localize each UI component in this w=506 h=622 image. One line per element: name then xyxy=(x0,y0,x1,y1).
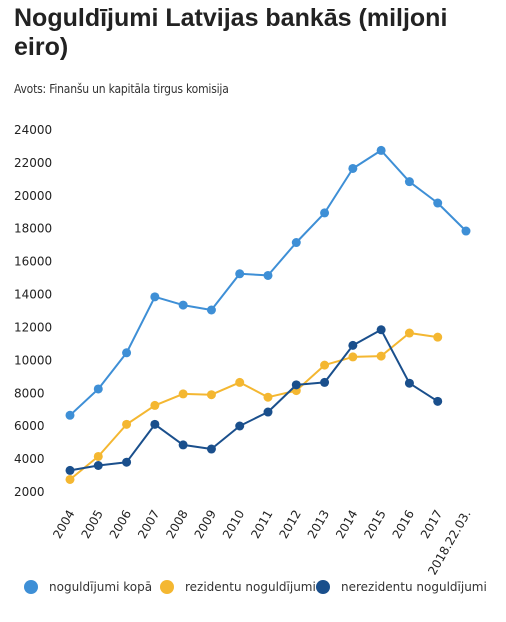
x-tick-label: 2007 xyxy=(135,508,162,541)
series-line xyxy=(69,332,438,481)
legend: noguldījumi kopā rezidentu noguldījumi n… xyxy=(0,580,506,604)
data-point[interactable] xyxy=(122,419,132,429)
x-axis: 2004 2005 2006 2007 2008 2009 2010 2011 2012 2013… xyxy=(50,508,473,576)
x-tick-label: 2016 xyxy=(390,508,417,541)
x-tick-label: 2011 xyxy=(248,508,275,541)
data-point[interactable] xyxy=(150,292,160,302)
data-point[interactable] xyxy=(376,325,386,335)
data-point[interactable] xyxy=(235,269,245,279)
data-point[interactable] xyxy=(263,392,273,402)
x-tick-label: 2010 xyxy=(220,508,247,541)
y-tick-label: 2000 xyxy=(14,485,45,499)
data-point[interactable] xyxy=(65,474,75,484)
x-tick-label: 2009 xyxy=(192,508,219,541)
data-point[interactable] xyxy=(404,177,414,187)
data-point[interactable] xyxy=(178,300,188,310)
x-tick-label: 2015 xyxy=(361,508,388,541)
data-point[interactable] xyxy=(404,378,414,388)
data-point[interactable] xyxy=(348,340,358,350)
data-point[interactable] xyxy=(122,457,132,467)
y-tick-label: 22000 xyxy=(14,156,52,170)
legend-item-total[interactable]: noguldījumi kopā xyxy=(24,580,152,594)
legend-item-resident[interactable]: rezidentu noguldījumi xyxy=(160,580,316,594)
legend-label-nonresident: nerezidentu noguldījumi xyxy=(341,580,487,594)
data-point[interactable] xyxy=(433,396,443,406)
source-note: Avots: Finanšu un kapitāla tirgus komisi… xyxy=(14,82,229,96)
data-point[interactable] xyxy=(320,208,330,218)
x-tick-label: 2008 xyxy=(163,508,190,541)
chart-title: Noguldījumi Latvijas bankās (miljoni eir… xyxy=(14,4,448,61)
legend-marker-resident xyxy=(160,580,174,594)
y-axis: 2000 4000 6000 8000 10000 12000 14000 16000 1800… xyxy=(14,123,52,499)
data-point[interactable] xyxy=(348,163,358,173)
y-tick-label: 10000 xyxy=(14,353,52,367)
data-point[interactable] xyxy=(235,421,245,431)
data-point[interactable] xyxy=(320,377,330,387)
y-tick-label: 14000 xyxy=(14,288,52,302)
x-tick-label: 2017 xyxy=(418,508,445,541)
data-point[interactable] xyxy=(433,198,443,208)
data-point[interactable] xyxy=(263,407,273,417)
data-point[interactable] xyxy=(206,390,216,400)
line-chart: 2000 4000 6000 8000 10000 12000 14000 16000 1800… xyxy=(14,123,474,576)
series-line xyxy=(69,328,439,472)
data-point[interactable] xyxy=(65,410,75,420)
data-point[interactable] xyxy=(376,145,386,155)
y-tick-label: 8000 xyxy=(14,386,45,400)
data-point[interactable] xyxy=(122,348,132,358)
data-point[interactable] xyxy=(320,360,330,370)
data-point[interactable] xyxy=(65,465,75,475)
data-point[interactable] xyxy=(93,460,103,470)
y-tick-label: 24000 xyxy=(14,123,52,137)
legend-label-total: noguldījumi kopā xyxy=(49,580,153,594)
data-point[interactable] xyxy=(150,400,160,410)
y-tick-label: 18000 xyxy=(14,222,52,236)
data-point[interactable] xyxy=(404,328,414,338)
y-tick-label: 16000 xyxy=(14,255,52,269)
series-line xyxy=(69,149,467,417)
data-point[interactable] xyxy=(206,305,216,315)
x-tick-label: 2005 xyxy=(78,508,105,541)
x-tick-label: 2013 xyxy=(305,508,332,541)
data-point[interactable] xyxy=(376,351,386,361)
y-tick-label: 6000 xyxy=(14,419,45,433)
data-point[interactable] xyxy=(348,352,358,362)
x-tick-label: 2004 xyxy=(50,508,77,541)
legend-marker-total xyxy=(24,580,38,594)
data-point[interactable] xyxy=(235,377,245,387)
data-point[interactable] xyxy=(433,332,443,342)
x-tick-label: 2012 xyxy=(276,508,303,541)
series-2 xyxy=(65,325,443,475)
data-point[interactable] xyxy=(263,270,273,280)
legend-label-resident: rezidentu noguldījumi xyxy=(185,580,316,594)
data-point[interactable] xyxy=(93,451,103,461)
data-point[interactable] xyxy=(150,419,160,429)
y-tick-label: 12000 xyxy=(14,320,52,334)
data-point[interactable] xyxy=(178,389,188,399)
data-point[interactable] xyxy=(178,440,188,450)
y-tick-label: 4000 xyxy=(14,452,45,466)
series-1 xyxy=(65,328,443,484)
x-tick-label: 2014 xyxy=(333,508,360,541)
data-point[interactable] xyxy=(291,380,301,390)
data-point[interactable] xyxy=(291,238,301,248)
data-point[interactable] xyxy=(93,384,103,394)
x-tick-label: 2006 xyxy=(107,508,134,541)
legend-marker-nonresident xyxy=(316,580,330,594)
series-0 xyxy=(65,145,471,420)
data-point[interactable] xyxy=(461,226,471,236)
data-point[interactable] xyxy=(206,444,216,454)
series-layer xyxy=(65,145,471,484)
legend-item-nonresident[interactable]: nerezidentu noguldījumi xyxy=(316,580,487,594)
y-tick-label: 20000 xyxy=(14,189,52,203)
